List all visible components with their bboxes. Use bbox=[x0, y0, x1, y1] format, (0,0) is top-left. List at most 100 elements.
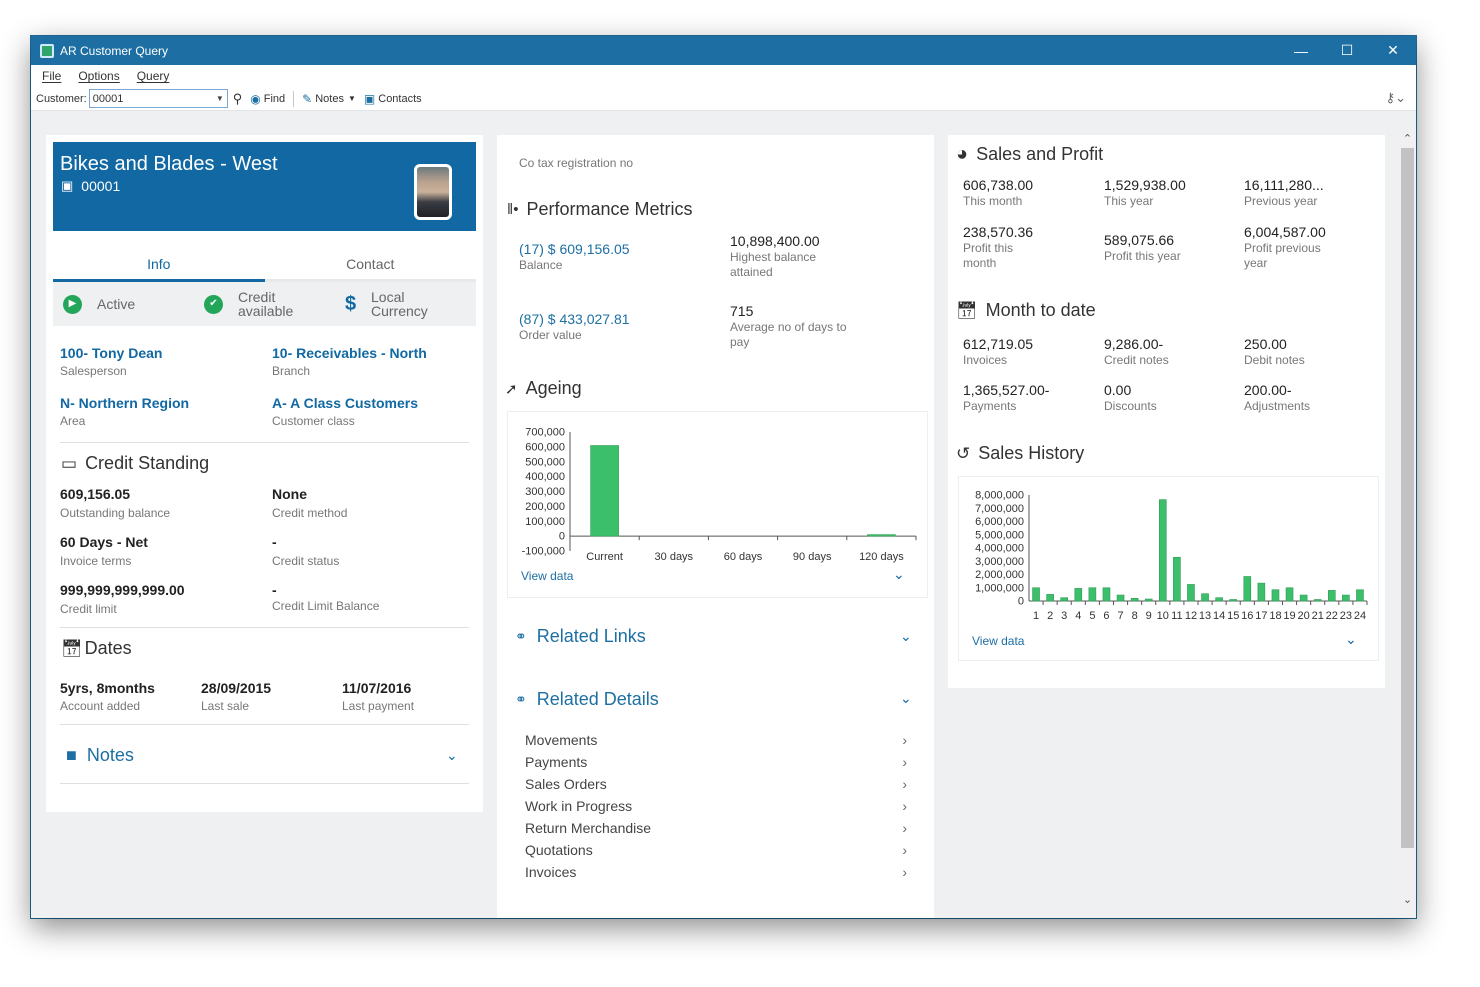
balance-link[interactable]: (17) $ 609,156.05 bbox=[519, 241, 630, 257]
performance-metrics-title: Performance Metrics bbox=[526, 199, 693, 219]
related-links-toggle[interactable]: ⚭ Related Links bbox=[515, 626, 646, 647]
related-item-return-merchandise[interactable]: Return Merchandise › bbox=[525, 820, 907, 836]
bar bbox=[1130, 598, 1139, 602]
sales-history-chart-panel: 8,000,000 7,000,000 6,000,000 5,000,000 4,00… bbox=[958, 476, 1379, 661]
y-tick-label: -100,000 bbox=[522, 546, 565, 558]
y-tick-label: 700,000 bbox=[525, 427, 565, 439]
history-icon: ↺ bbox=[956, 443, 971, 463]
customer-name: Bikes and Blades - West bbox=[60, 153, 278, 175]
related-item-movements[interactable]: Movements › bbox=[525, 732, 907, 748]
x-tick-label: 17 bbox=[1255, 610, 1267, 622]
dollar-icon: $ bbox=[345, 293, 357, 315]
related-item-invoices[interactable]: Invoices › bbox=[525, 864, 907, 880]
related-item-work-in-progress[interactable]: Work in Progress › bbox=[525, 798, 907, 814]
bar bbox=[1257, 582, 1266, 602]
bar bbox=[1215, 597, 1223, 602]
contacts-button[interactable]: ▣ Contacts bbox=[364, 92, 422, 106]
title-bar: AR Customer Query — ☐ ✕ bbox=[31, 36, 1416, 65]
last-sale-label: Last sale bbox=[201, 699, 250, 713]
x-tick-label: 3 bbox=[1061, 610, 1067, 622]
chevron-down-icon[interactable]: ⌄ bbox=[446, 747, 458, 763]
invoice-terms-value: 60 Days - Net bbox=[60, 534, 148, 550]
debit-notes-label: Debit notes bbox=[1244, 353, 1305, 367]
dropdown-icon[interactable]: ▼ bbox=[215, 94, 224, 103]
customer-field[interactable]: 00001 ▼ bbox=[88, 89, 228, 108]
bar bbox=[1088, 587, 1097, 602]
x-tick-label: 4 bbox=[1075, 610, 1081, 622]
tax-registration-label: Co tax registration no bbox=[519, 156, 634, 170]
find-label: Find bbox=[263, 92, 286, 105]
chevron-right-icon: › bbox=[902, 732, 907, 748]
credit-limit-value: 999,999,999,999.00 bbox=[60, 582, 185, 598]
binoculars-icon: ◉ bbox=[250, 91, 261, 106]
average-days-label: Average no of days to pay bbox=[730, 320, 847, 349]
chevron-up-icon[interactable]: ⌄ bbox=[900, 690, 912, 706]
y-tick-label: 600,000 bbox=[525, 441, 565, 453]
chevron-down-icon[interactable]: ⌄ bbox=[1345, 631, 1357, 647]
credit-standing-heading: ▭ Credit Standing bbox=[61, 453, 209, 474]
credit-status-value: - bbox=[272, 534, 277, 550]
salesperson-link[interactable]: 100- Tony Dean bbox=[60, 345, 163, 361]
related-item-payments[interactable]: Payments › bbox=[525, 754, 907, 770]
chevron-right-icon: › bbox=[902, 754, 907, 770]
key-icon[interactable]: ⚷⌄ bbox=[1385, 90, 1406, 105]
menu-query[interactable]: Query bbox=[136, 69, 170, 83]
link-icon: ⚭ bbox=[515, 691, 527, 707]
x-tick-label: 22 bbox=[1326, 610, 1338, 622]
branch-link[interactable]: 10- Receivables - North bbox=[272, 345, 427, 361]
invoices-label: Invoices bbox=[963, 353, 1008, 367]
calendar-icon: 📅︎ bbox=[61, 638, 83, 658]
order-value-link[interactable]: (87) $ 433,027.81 bbox=[519, 311, 630, 327]
credit-limit-label: Credit limit bbox=[60, 602, 117, 616]
related-details-toggle[interactable]: ⚭ Related Details bbox=[515, 689, 659, 710]
scroll-up-arrow[interactable]: ⌃ bbox=[1402, 133, 1413, 145]
x-tick-label: Current bbox=[586, 551, 623, 563]
metrics-card: Co tax registration no ‖• Performance Me… bbox=[497, 135, 934, 918]
notes-button[interactable]: ✎ Notes ▼ bbox=[302, 92, 356, 106]
profit-month-value: 238,570.36 bbox=[963, 224, 1034, 240]
x-tick-label: 14 bbox=[1213, 610, 1225, 622]
bar bbox=[1271, 589, 1280, 602]
chevron-down-icon[interactable]: ⌄ bbox=[900, 628, 912, 644]
related-item-sales-orders[interactable]: Sales Orders › bbox=[525, 776, 907, 792]
chevron-down-icon[interactable]: ⌄ bbox=[893, 566, 905, 582]
tab-info[interactable]: Info bbox=[53, 246, 265, 282]
account-added-label: Account added bbox=[60, 699, 141, 713]
scrollbar-thumb[interactable] bbox=[1401, 148, 1414, 848]
find-button[interactable]: ◉ Find bbox=[250, 92, 285, 106]
maximize-button[interactable]: ☐ bbox=[1340, 42, 1354, 58]
sales-history-view-data-link[interactable]: View data bbox=[972, 634, 1025, 648]
bar bbox=[1173, 556, 1181, 602]
search-icon[interactable]: ⚲ bbox=[232, 90, 243, 106]
notes-icon: ✎ bbox=[302, 91, 313, 106]
app-icon bbox=[40, 43, 54, 58]
divider bbox=[60, 442, 469, 443]
outstanding-balance-value: 609,156.05 bbox=[60, 486, 131, 502]
ageing-heading: ➚ Ageing bbox=[505, 378, 582, 399]
profit-year-label: Profit this year bbox=[1104, 249, 1181, 263]
minimize-button[interactable]: — bbox=[1294, 42, 1308, 59]
tab-contact[interactable]: Contact bbox=[346, 256, 395, 272]
x-tick-label: 18 bbox=[1269, 610, 1281, 622]
y-tick-label: 0 bbox=[1018, 596, 1024, 608]
bar bbox=[1074, 588, 1083, 602]
notes-section-toggle[interactable]: ■ Notes bbox=[66, 745, 134, 766]
menu-file[interactable]: File bbox=[42, 69, 62, 83]
vertical-scrollbar[interactable]: ⌃ ⌄ bbox=[1399, 132, 1416, 918]
area-label: Area bbox=[60, 414, 86, 428]
notes-section-title: Notes bbox=[86, 745, 134, 765]
trend-line-icon: ➚ bbox=[505, 380, 518, 398]
scroll-down-arrow[interactable]: ⌄ bbox=[1402, 894, 1413, 906]
ageing-title: Ageing bbox=[525, 378, 582, 398]
area-link[interactable]: N- Northern Region bbox=[60, 395, 190, 411]
notes-dropdown-icon[interactable]: ▼ bbox=[347, 94, 356, 103]
close-button[interactable]: ✕ bbox=[1387, 42, 1399, 58]
ageing-view-data-link[interactable]: View data bbox=[521, 569, 574, 583]
chevron-right-icon: › bbox=[902, 820, 907, 836]
customer-code: 00001 bbox=[81, 178, 121, 194]
sales-card: ◕ Sales and Profit 606,738.00 This month… bbox=[948, 135, 1385, 688]
customer-class-link[interactable]: A- A Class Customers bbox=[272, 395, 419, 411]
menu-options[interactable]: Options bbox=[78, 69, 120, 83]
related-item-quotations[interactable]: Quotations › bbox=[525, 842, 907, 858]
